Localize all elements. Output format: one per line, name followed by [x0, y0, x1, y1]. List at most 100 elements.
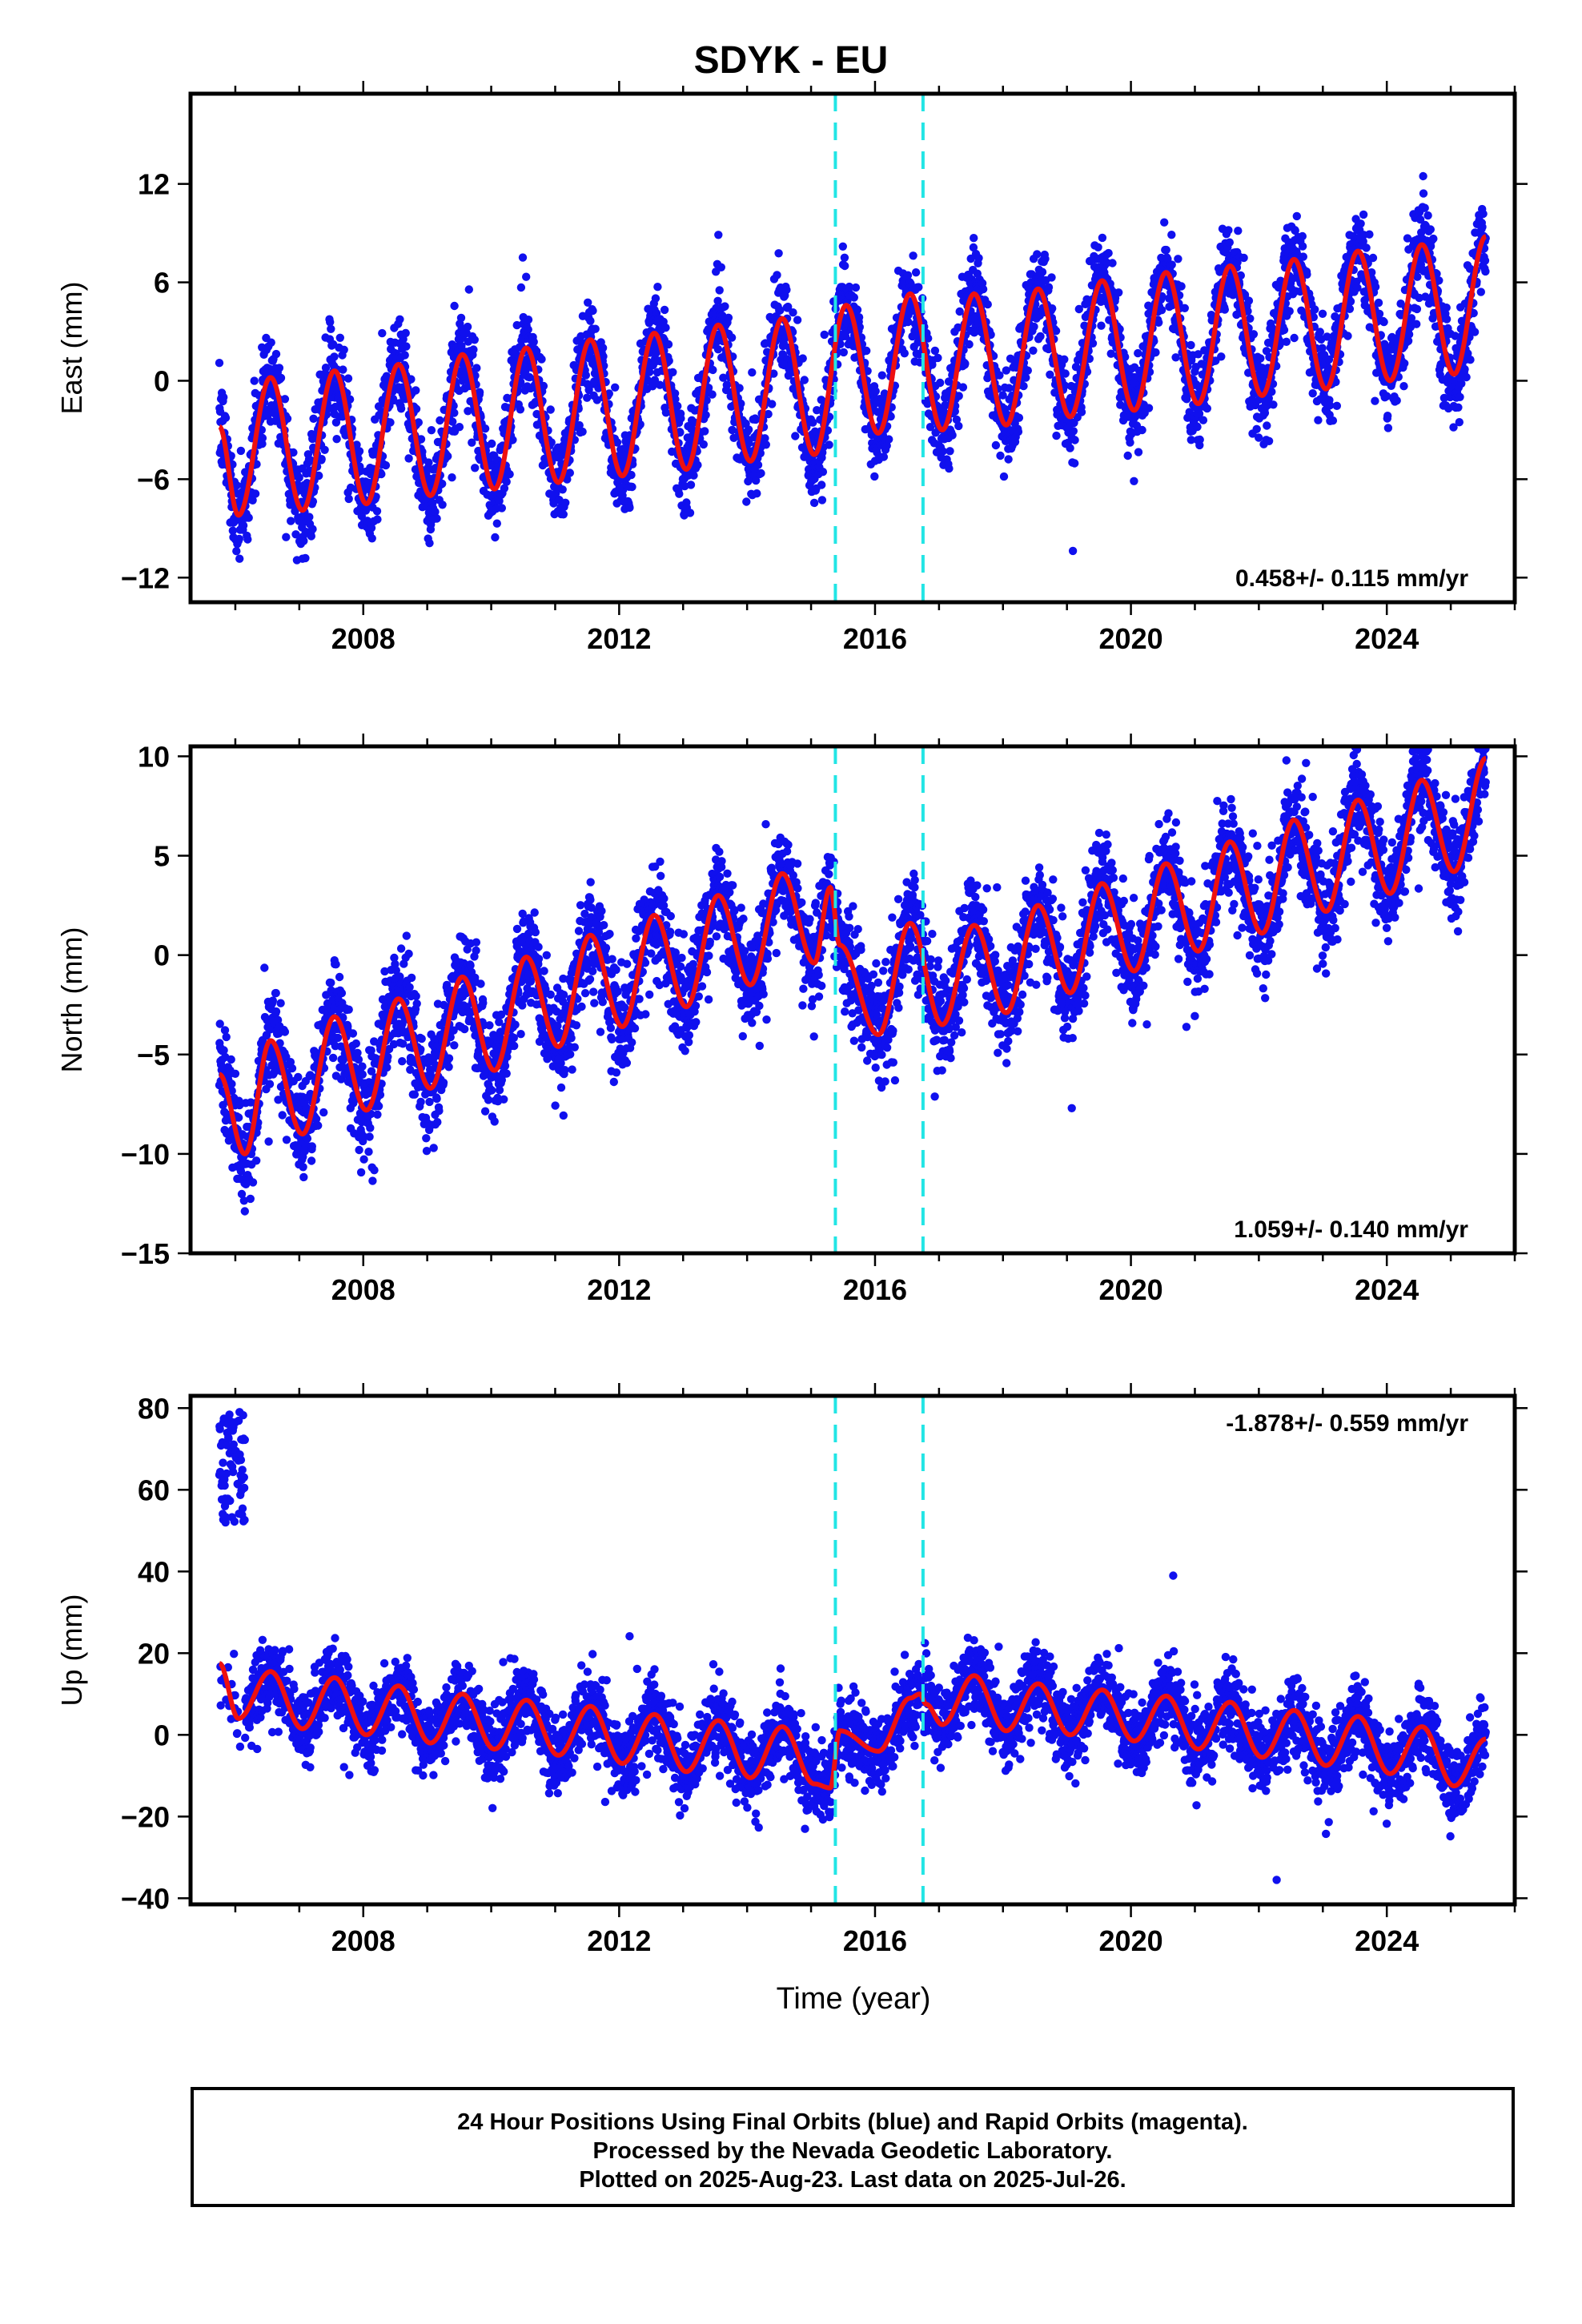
observation-point [1121, 352, 1130, 361]
x-tick-label: 2020 [1099, 622, 1163, 655]
observation-point [235, 554, 244, 563]
observation-point [598, 344, 608, 352]
observation-point [588, 306, 597, 316]
observation-point [228, 526, 237, 535]
observation-point [685, 509, 695, 517]
observation-point [407, 375, 416, 384]
observation-point [308, 525, 317, 533]
observation-point [809, 418, 817, 427]
observation-point [661, 324, 670, 332]
x-tick-label: 2012 [587, 622, 651, 655]
observation-point [724, 313, 733, 322]
observation-point [1282, 337, 1291, 346]
observation-point [1332, 401, 1342, 410]
observation-point [339, 365, 347, 374]
observation-point [818, 468, 828, 476]
observation-point [250, 376, 259, 385]
observation-point [1264, 436, 1274, 445]
observation-point [761, 434, 769, 443]
observation-point [944, 377, 954, 386]
observation-point [904, 317, 913, 327]
observation-point [914, 283, 923, 292]
observation-point [1029, 346, 1038, 355]
observations-north [215, 746, 1490, 1216]
y-tick-label: 12 [138, 168, 170, 201]
observation-point [1356, 219, 1365, 228]
observation-point [849, 293, 859, 302]
observation-point [1162, 245, 1170, 255]
observation-point [774, 249, 783, 258]
observation-point [1478, 223, 1487, 231]
y-tick-label: 0 [154, 364, 170, 397]
observation-point [817, 496, 827, 505]
observation-point [645, 368, 654, 376]
observation-point [1144, 404, 1154, 412]
observation-point [378, 328, 387, 338]
observation-point [885, 435, 893, 444]
observation-point [1094, 243, 1102, 251]
observation-point [1220, 305, 1230, 314]
observation-point [1014, 427, 1023, 436]
observation-point [991, 440, 1001, 450]
observation-point [402, 342, 411, 351]
observation-point [412, 472, 421, 481]
observation-point [1462, 372, 1471, 382]
observation-point [926, 423, 935, 432]
observation-point [463, 322, 472, 332]
observation-point [448, 473, 456, 482]
observation-point [308, 497, 318, 506]
observation-point [240, 1207, 249, 1216]
observation-point [995, 371, 1004, 380]
observation-point [954, 323, 962, 332]
observation-point [1085, 354, 1094, 364]
observation-point [686, 480, 696, 489]
observation-point [974, 254, 983, 263]
observation-point [404, 454, 413, 463]
observation-point [969, 243, 978, 252]
observation-point [305, 513, 314, 521]
observation-point [414, 418, 423, 427]
observation-point [246, 1194, 255, 1204]
observation-point [961, 359, 970, 368]
observation-point [278, 1111, 287, 1120]
y-tick-label: −6 [137, 463, 170, 496]
observation-point [401, 328, 410, 338]
observation-point [377, 469, 386, 479]
observation-point [1392, 396, 1401, 405]
observation-point [264, 1137, 273, 1146]
observation-point [457, 341, 466, 351]
observation-point [930, 346, 940, 356]
observation-point [271, 349, 281, 359]
observation-point [1299, 252, 1308, 261]
observation-point [1044, 283, 1054, 292]
observation-point [1157, 306, 1166, 315]
observation-point [248, 496, 257, 505]
observation-point [673, 401, 682, 411]
observation-point [699, 440, 708, 449]
observation-point [301, 553, 310, 563]
observation-point [294, 1072, 303, 1082]
observation-point [1365, 230, 1374, 239]
observation-point [946, 447, 954, 456]
observation-point [444, 452, 452, 460]
observation-point [265, 1080, 275, 1088]
observation-point [1442, 304, 1451, 312]
observation-point [373, 515, 382, 524]
observation-point [559, 510, 568, 519]
observation-point [532, 409, 541, 419]
observation-point [1249, 330, 1259, 339]
observation-point [470, 336, 479, 344]
observation-point [271, 988, 280, 998]
observation-point [1244, 296, 1254, 305]
observation-point [693, 460, 702, 469]
observation-point [565, 468, 574, 477]
observation-point [1442, 315, 1452, 324]
observation-point [1328, 416, 1338, 425]
observation-point [309, 414, 318, 423]
observation-point [222, 1032, 231, 1042]
observation-point [1343, 332, 1352, 340]
observation-point [1167, 260, 1176, 269]
observation-point [1412, 320, 1421, 328]
observation-point [742, 497, 751, 506]
observation-point [248, 1178, 258, 1187]
